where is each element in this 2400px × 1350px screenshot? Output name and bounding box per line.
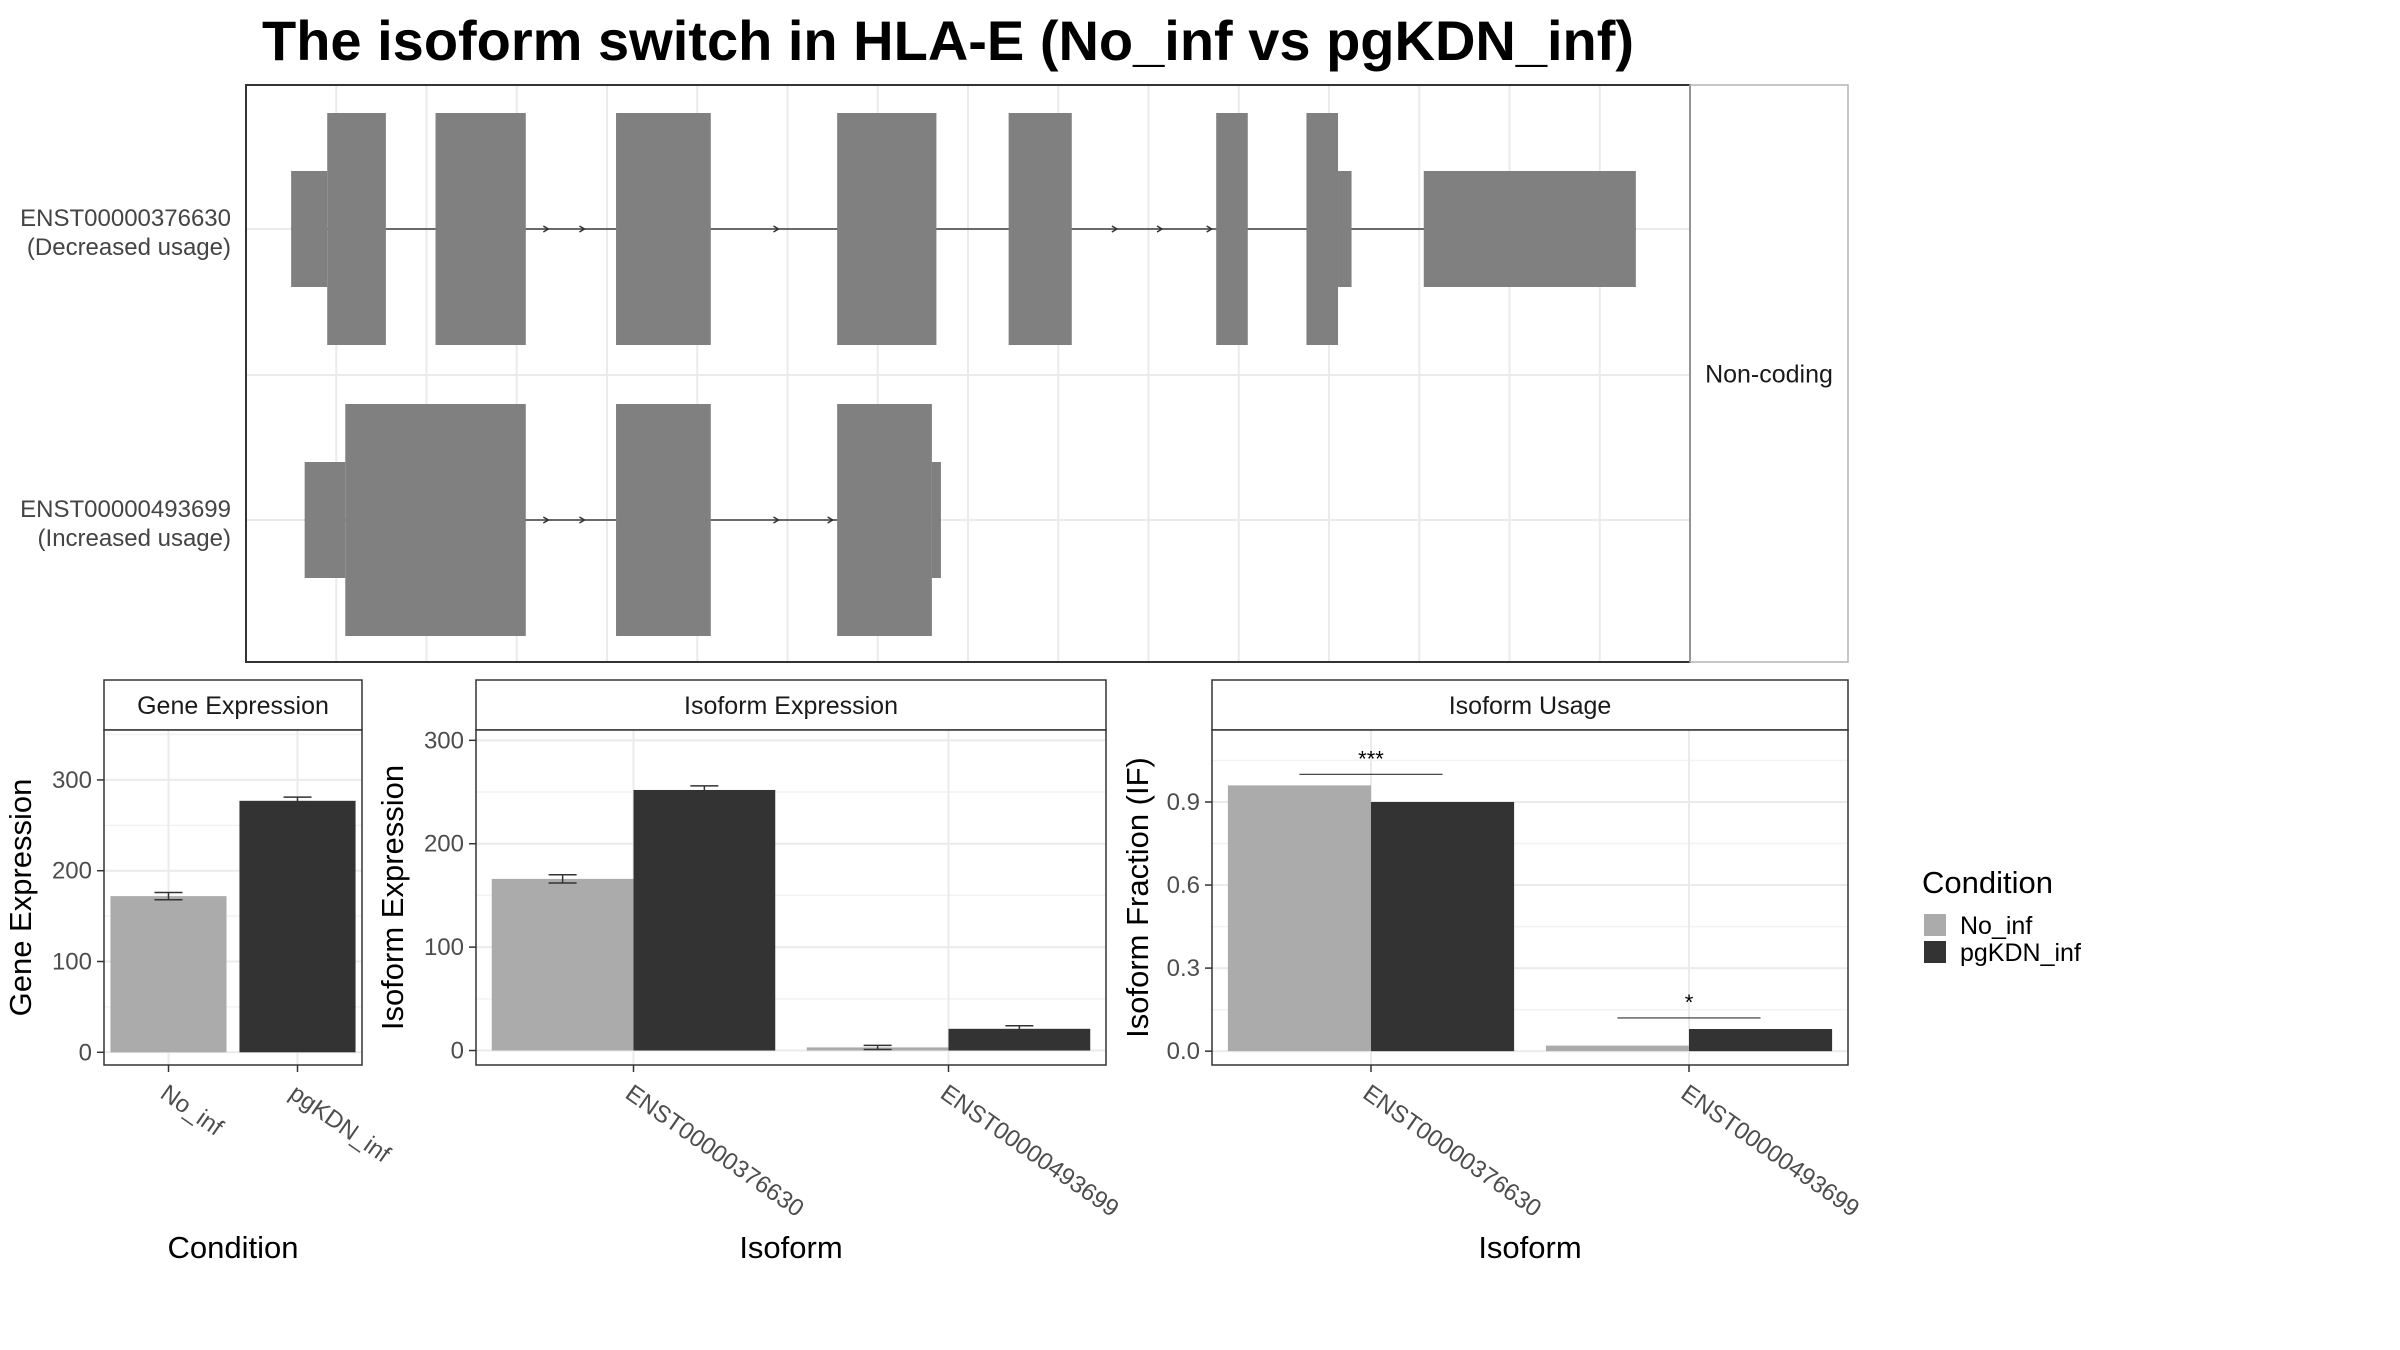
panel-border	[475, 729, 1107, 1066]
legend-title: Condition	[1922, 865, 2053, 900]
x-axis-title: Isoform	[1478, 1230, 1581, 1265]
exon-block	[291, 171, 328, 287]
bar	[1545, 1045, 1689, 1052]
exon-block	[1306, 113, 1339, 345]
error-bar	[1005, 1024, 1034, 1033]
exon-block	[1008, 113, 1072, 345]
bar	[1371, 801, 1515, 1052]
intron-arrow	[773, 225, 780, 233]
x-tick-label: pgKDN_inf	[284, 1080, 395, 1169]
y-tick-label: 0.9	[1167, 789, 1200, 816]
y-tick-label: 200	[52, 858, 92, 885]
legend-label: pgKDN_inf	[1960, 939, 2081, 967]
strip-box	[475, 679, 1107, 731]
y-axis-title: Gene Expression	[3, 779, 38, 1017]
error-bar	[283, 796, 312, 806]
transcript-id-label: ENST00000376630	[20, 205, 231, 232]
isoform-expression-panel: Isoform Expression 0 100 200 300 ENST00000376…	[375, 679, 1124, 1265]
strip-label: Non-coding	[1705, 361, 1833, 389]
transcript-usage-label: (Decreased usage)	[27, 234, 231, 261]
exon-block	[1216, 113, 1248, 345]
chart-title: The isoform switch in HLA-E (No_inf vs p…	[262, 9, 1634, 72]
exon-block	[304, 462, 346, 578]
bar	[1689, 1029, 1833, 1052]
bar	[491, 878, 634, 1051]
strip-box	[103, 679, 363, 731]
exon-block	[616, 113, 711, 345]
isoform-usage-panel: Isoform Usage0.00.30.60.9****ENST0000037…	[1120, 679, 1864, 1265]
intron-arrow	[773, 516, 780, 524]
intron-arrow	[1111, 225, 1119, 233]
strip-label: Isoform Usage	[1449, 692, 1612, 720]
y-tick-label: 100	[424, 934, 464, 961]
error-bar	[690, 785, 719, 795]
exon-block	[345, 404, 526, 636]
intron-arrow	[542, 225, 550, 233]
error-bar	[154, 891, 183, 901]
exon-block	[931, 462, 941, 578]
y-tick-label: 0	[451, 1038, 464, 1065]
isoform-structure-panel: ENST00000376630(Decreased usage) ENST0000…	[20, 84, 1849, 663]
strip-label: Gene Expression	[137, 692, 329, 720]
transcript-usage-label: (Increased usage)	[38, 525, 231, 552]
exon-block	[1338, 171, 1352, 287]
x-axis-title: Isoform	[739, 1230, 842, 1265]
intron-arrow	[1206, 225, 1214, 233]
strip-box	[1689, 84, 1849, 663]
exon-block	[616, 404, 711, 636]
bar	[239, 800, 356, 1053]
x-tick-label: ENST00000376630	[1358, 1080, 1546, 1223]
y-tick-label: 100	[52, 949, 92, 976]
bar	[633, 789, 776, 1051]
error-bar	[548, 874, 577, 884]
error-bar	[863, 1044, 892, 1051]
transcript-id-label: ENST00000493699	[20, 496, 231, 523]
x-tick-label: ENST00000493699	[1676, 1080, 1864, 1223]
intron-arrow	[579, 516, 586, 524]
exon-block	[435, 113, 526, 345]
intron-arrow	[1156, 225, 1164, 233]
y-tick-label: 300	[52, 767, 92, 794]
bar	[948, 1028, 1091, 1051]
bar	[1227, 785, 1371, 1052]
gene-expression-panel: Gene Expression 0 100 200 300 No_inf pgKDN_inf…	[3, 679, 395, 1265]
intron-arrow	[579, 225, 586, 233]
y-tick-label: 0.3	[1167, 955, 1200, 982]
exon-block	[1423, 171, 1636, 287]
y-tick-label: 0.6	[1167, 872, 1200, 899]
y-axis-title: Isoform Expression	[375, 765, 410, 1030]
x-tick-label: ENST00000493699	[935, 1080, 1123, 1223]
x-tick-label: No_inf	[155, 1080, 228, 1142]
legend-label: No_inf	[1960, 912, 2032, 940]
panel-border	[1211, 729, 1849, 1066]
x-axis-title: Condition	[168, 1230, 299, 1265]
bar	[110, 896, 227, 1053]
y-tick-label: 200	[424, 831, 464, 858]
panel-border	[103, 729, 363, 1066]
y-tick-label: 0.0	[1167, 1038, 1200, 1065]
strip-box	[1211, 679, 1849, 731]
y-tick-label: 0	[79, 1039, 92, 1066]
exon-block	[327, 113, 386, 345]
exon-block	[837, 113, 937, 345]
x-tick-label: ENST00000376630	[620, 1080, 808, 1223]
significance-label: ***	[1358, 746, 1384, 771]
legend-swatch	[1924, 941, 1946, 963]
y-axis-title: Isoform Fraction (IF)	[1120, 757, 1155, 1038]
significance-label: *	[1685, 990, 1694, 1015]
y-tick-label: 300	[424, 727, 464, 754]
intron-arrow	[542, 516, 550, 524]
exon-block	[837, 404, 932, 636]
intron-arrow	[827, 516, 835, 524]
strip-label: Isoform Expression	[684, 692, 898, 720]
legend-swatch	[1924, 914, 1946, 936]
